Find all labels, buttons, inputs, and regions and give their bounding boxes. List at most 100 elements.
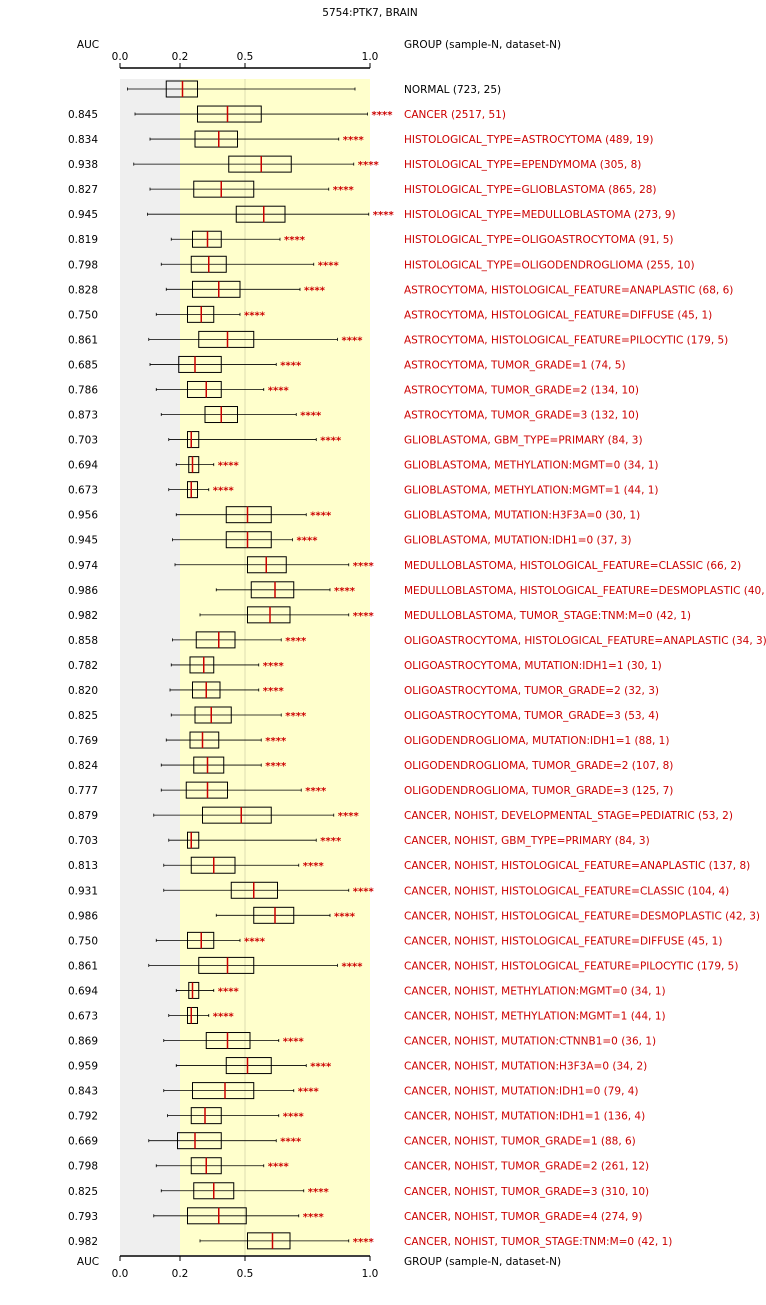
auc-value: 0.769 [68,735,98,747]
significance-stars: **** [303,1212,325,1223]
group-label: GLIOBLASTOMA, MUTATION:IDH1=0 (37, 3) [404,535,631,547]
group-label: MEDULLOBLASTOMA, TUMOR_STAGE:TNM:M=0 (42… [404,610,691,622]
box-row: 0.931 **** CANCER, NOHIST, HISTOLOGICAL_FE… [68,881,729,899]
significance-stars: **** [283,1112,305,1123]
group-label: GLIOBLASTOMA, MUTATION:H3F3A=0 (30, 1) [404,510,640,522]
box-row: 0.750 **** CANCER, NOHIST, HISTOLOGICAL_FE… [68,931,722,949]
box-row: 0.820 **** OLIGOASTROCYTOMA, TUMOR_GRADE=2… [68,681,659,699]
auc-value: 0.834 [68,134,98,146]
significance-stars: **** [318,260,340,271]
significance-stars: **** [304,285,326,296]
significance-stars: **** [303,861,325,872]
auc-value: 0.982 [68,610,98,622]
auc-value: 0.792 [68,1111,98,1123]
group-label: CANCER, NOHIST, TUMOR_STAGE:TNM:M=0 (42,… [404,1236,672,1248]
auc-value: 0.982 [68,1236,98,1248]
auc-value: 0.858 [68,635,98,647]
group-label: HISTOLOGICAL_TYPE=OLIGOASTROCYTOMA (91, … [404,234,674,246]
box [202,806,272,824]
group-label: ASTROCYTOMA, HISTOLOGICAL_FEATURE=DIFFUS… [404,309,712,321]
group-label: OLIGOASTROCYTOMA, TUMOR_GRADE=3 (53, 4) [404,710,659,722]
group-header-top: GROUP (sample-N, dataset-N) [404,39,561,51]
group-label: CANCER (2517, 51) [404,109,506,121]
axis-tick-label: 0.2 [172,51,189,63]
group-label: HISTOLOGICAL_TYPE=EPENDYMOMA (305, 8) [404,159,641,171]
group-label: NORMAL (723, 25) [404,84,501,96]
significance-stars: **** [284,235,306,246]
auc-value: 0.685 [68,359,98,371]
box [253,906,295,924]
box [235,205,286,223]
box-row: 0.792 **** CANCER, NOHIST, MUTATION:IDH1=1… [68,1107,645,1125]
box [198,330,255,348]
group-label: CANCER, NOHIST, HISTOLOGICAL_FEATURE=DES… [404,910,760,922]
box-row: 0.669 **** CANCER, NOHIST, TUMOR_GRADE=1 (… [68,1132,636,1150]
significance-stars: **** [218,461,240,472]
group-label: CANCER, NOHIST, TUMOR_GRADE=2 (261, 12) [404,1161,649,1173]
group-label: GLIOBLASTOMA, METHYLATION:MGMT=0 (34, 1) [404,460,659,472]
group-label: MEDULLOBLASTOMA, HISTOLOGICAL_FEATURE=DE… [404,585,766,597]
auc-value: 0.703 [68,835,98,847]
box [194,130,238,148]
auc-value: 0.873 [68,410,98,422]
box-row: 0.834 **** HISTOLOGICAL_TYPE=ASTROCYTOMA (… [68,130,653,148]
group-label: ASTROCYTOMA, TUMOR_GRADE=1 (74, 5) [404,359,626,371]
auc-value: 0.825 [68,1186,98,1198]
box-rows: NORMAL (723, 25) 0.845 **** CANCER (2517, 5… [68,80,766,1250]
group-label: CANCER, NOHIST, HISTOLOGICAL_FEATURE=DIF… [404,935,722,947]
box-row: NORMAL (723, 25) [127,80,501,98]
significance-stars: **** [285,711,307,722]
group-label: CANCER, NOHIST, MUTATION:CTNNB1=0 (36, 1… [404,1036,656,1048]
box-row: 0.673 **** CANCER, NOHIST, METHYLATION:MGM… [68,1006,666,1024]
significance-stars: **** [213,486,235,497]
significance-stars: **** [268,1162,290,1173]
box-row: 0.825 **** CANCER, NOHIST, TUMOR_GRADE=3 (… [68,1182,649,1200]
auc-value: 0.673 [68,1010,98,1022]
group-label: CANCER, NOHIST, TUMOR_GRADE=1 (88, 6) [404,1136,636,1148]
auc-value: 0.825 [68,710,98,722]
box-row: 0.982 **** MEDULLOBLASTOMA, TUMOR_STAGE:TN… [68,606,691,624]
auc-value: 0.820 [68,685,98,697]
box-row: 0.986 **** CANCER, NOHIST, HISTOLOGICAL_FE… [68,906,760,924]
auc-value: 0.813 [68,860,98,872]
box-row: 0.945 **** GLIOBLASTOMA, MUTATION:IDH1=0 (… [68,531,631,549]
box-row: 0.777 **** OLIGODENDROGLIOMA, TUMOR_GRADE=… [68,781,673,799]
significance-stars: **** [353,611,375,622]
group-label: HISTOLOGICAL_TYPE=MEDULLOBLASTOMA (273, … [404,209,676,221]
significance-stars: **** [358,160,380,171]
group-label: CANCER, NOHIST, DEVELOPMENTAL_STAGE=PEDI… [404,810,733,822]
auc-value: 0.694 [68,985,98,997]
box-row: 0.825 **** OLIGOASTROCYTOMA, TUMOR_GRADE=3… [68,706,659,724]
auc-header-bottom: AUC [77,1256,99,1268]
box-row: 0.694 **** CANCER, NOHIST, METHYLATION:MGM… [68,981,666,999]
box-row: 0.703 **** GLIOBLASTOMA, GBM_TYPE=PRIMARY … [68,431,643,449]
box-row: 0.694 **** GLIOBLASTOMA, METHYLATION:MGMT=… [68,456,659,474]
group-label: CANCER, NOHIST, TUMOR_GRADE=3 (310, 10) [404,1186,649,1198]
auc-value: 0.703 [68,435,98,447]
group-label: HISTOLOGICAL_TYPE=OLIGODENDROGLIOMA (255… [404,259,695,271]
auc-value: 0.777 [68,785,98,797]
box [198,956,255,974]
auc-value: 0.861 [68,334,98,346]
auc-value: 0.827 [68,184,98,196]
group-label: CANCER, NOHIST, METHYLATION:MGMT=0 (34, … [404,985,666,997]
reference-region [120,79,180,1255]
box [225,531,272,549]
box-row: 0.824 **** OLIGODENDROGLIOMA, TUMOR_GRADE=… [68,756,673,774]
box [187,1006,198,1024]
box-row: 0.861 **** ASTROCYTOMA, HISTOLOGICAL_FEATU… [68,330,728,348]
box-row: 0.974 **** MEDULLOBLASTOMA, HISTOLOGICAL_F… [68,556,741,574]
axis-tick-label: 0.2 [172,1268,189,1280]
significance-stars: **** [300,411,322,422]
auc-value: 0.959 [68,1061,98,1073]
box-row: 0.843 **** CANCER, NOHIST, MUTATION:IDH1=0… [68,1082,639,1100]
auc-value: 0.750 [68,935,98,947]
box-row: 0.685 **** ASTROCYTOMA, TUMOR_GRADE=1 (74,… [68,355,626,373]
box [193,756,225,774]
significance-stars: **** [265,736,287,747]
group-label: ASTROCYTOMA, TUMOR_GRADE=2 (134, 10) [404,384,639,396]
significance-stars: **** [353,1237,375,1248]
group-label: CANCER, NOHIST, MUTATION:IDH1=1 (136, 4) [404,1111,645,1123]
box [192,280,241,298]
